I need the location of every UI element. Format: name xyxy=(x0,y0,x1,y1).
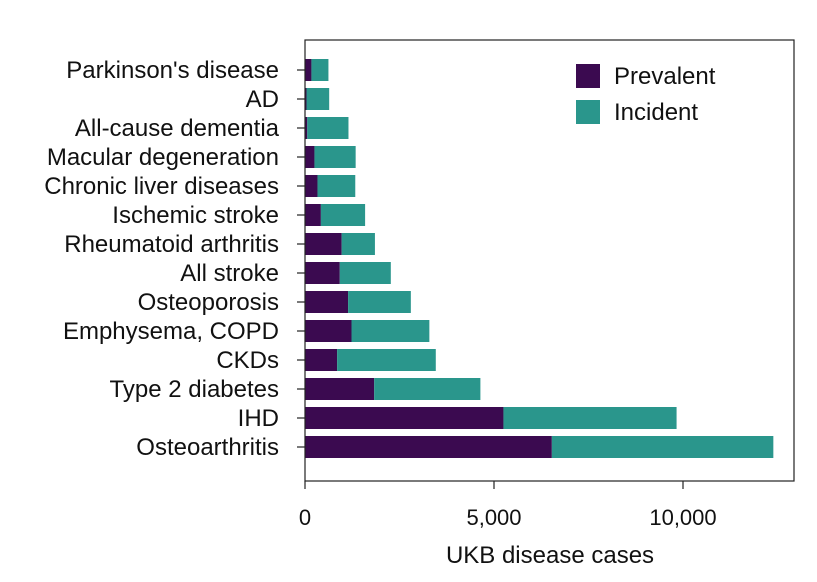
legend-swatch-prevalent xyxy=(576,64,600,88)
bar-incident xyxy=(374,378,481,400)
legend-label: Incident xyxy=(614,99,698,126)
x-tick-label: 0 xyxy=(299,505,311,530)
category-label: Parkinson's disease xyxy=(66,57,279,84)
bar-prevalent xyxy=(305,291,349,313)
bar-incident xyxy=(311,59,329,81)
bar-prevalent xyxy=(305,146,315,168)
category-label: CKDs xyxy=(216,347,279,374)
bar-prevalent xyxy=(305,407,504,429)
bar-prevalent xyxy=(305,378,375,400)
category-label: AD xyxy=(246,86,279,113)
bar-prevalent xyxy=(305,204,321,226)
bar-prevalent xyxy=(305,349,338,371)
bar-prevalent xyxy=(305,117,308,139)
category-label: Osteoarthritis xyxy=(136,434,279,461)
category-label: All stroke xyxy=(180,260,279,287)
category-label: All-cause dementia xyxy=(75,115,280,142)
category-label: Rheumatoid arthritis xyxy=(64,231,279,258)
category-label: Osteoporosis xyxy=(138,289,279,316)
bar-incident xyxy=(317,175,356,197)
bar-incident xyxy=(551,436,774,458)
category-label: IHD xyxy=(238,405,279,432)
category-label: Emphysema, COPD xyxy=(63,318,279,345)
x-axis: 0 5,000 10,000 xyxy=(299,481,717,530)
bar-incident xyxy=(351,320,430,342)
bar-prevalent xyxy=(305,88,307,110)
x-axis-title: UKB disease cases xyxy=(446,542,654,569)
bar-prevalent xyxy=(305,233,342,255)
category-label: Ischemic stroke xyxy=(112,202,279,229)
bar-incident xyxy=(339,262,391,284)
category-label: Type 2 diabetes xyxy=(110,376,279,403)
bar-incident xyxy=(306,88,330,110)
bar-incident xyxy=(337,349,436,371)
bar-incident xyxy=(314,146,356,168)
bar-prevalent xyxy=(305,262,340,284)
bar-incident xyxy=(307,117,349,139)
bar-incident xyxy=(320,204,366,226)
legend: Prevalent Incident xyxy=(576,63,716,126)
bar-incident xyxy=(341,233,375,255)
bar-prevalent xyxy=(305,59,312,81)
bar-prevalent xyxy=(305,436,552,458)
bars-group xyxy=(305,59,774,458)
bar-prevalent xyxy=(305,320,352,342)
x-tick-label: 10,000 xyxy=(649,505,716,530)
legend-label: Prevalent xyxy=(614,63,716,90)
plot-frame xyxy=(304,39,795,482)
category-label: Macular degeneration xyxy=(47,144,279,171)
x-tick-label: 5,000 xyxy=(466,505,521,530)
y-ticks xyxy=(297,69,305,448)
bar-incident xyxy=(503,407,677,429)
category-label: Chronic liver diseases xyxy=(44,173,279,200)
legend-swatch-incident xyxy=(576,100,600,124)
bar-prevalent xyxy=(305,175,318,197)
bar-incident xyxy=(348,291,411,313)
